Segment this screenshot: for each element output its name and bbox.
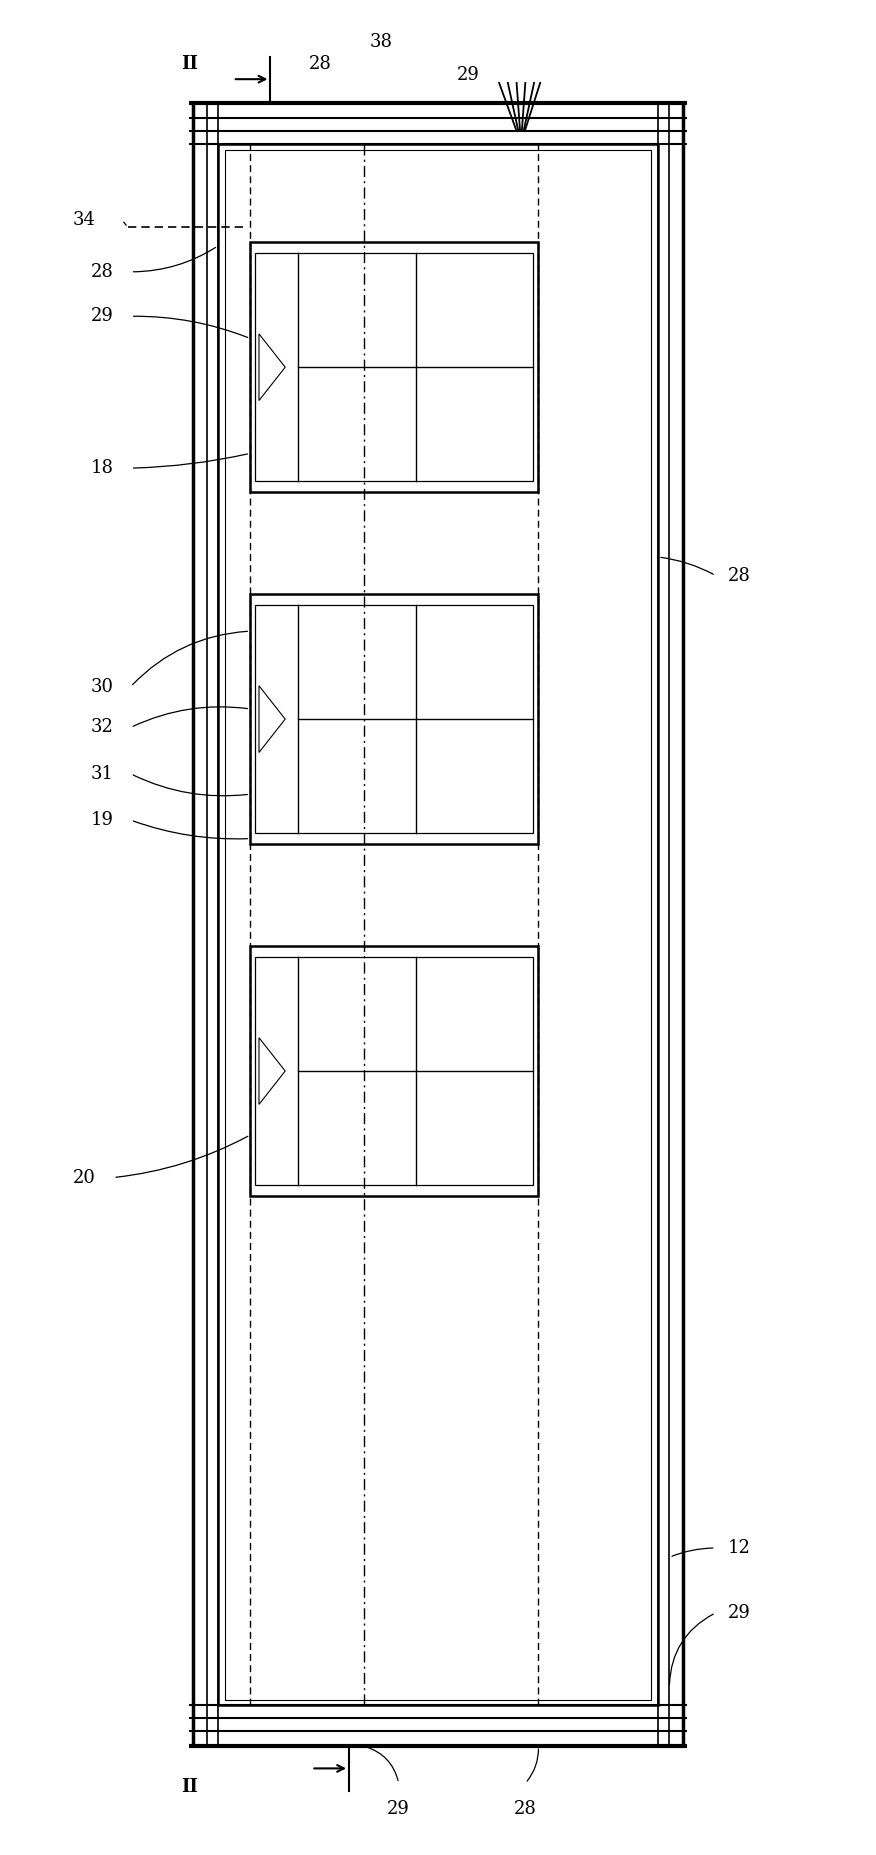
Text: 30: 30: [90, 677, 113, 696]
Bar: [251, 243, 539, 492]
Text: 28: 28: [90, 263, 113, 280]
Text: 12: 12: [728, 1540, 751, 1556]
Text: 29: 29: [387, 1799, 410, 1818]
Text: 29: 29: [728, 1605, 751, 1621]
Bar: [251, 594, 539, 844]
Text: 34: 34: [73, 211, 95, 228]
Text: 19: 19: [90, 811, 113, 829]
Text: 31: 31: [90, 764, 113, 783]
Bar: [256, 957, 533, 1185]
Text: II: II: [180, 1777, 198, 1796]
Text: II: II: [180, 56, 198, 74]
Text: 38: 38: [370, 33, 392, 52]
Text: 20: 20: [73, 1169, 95, 1187]
Bar: [251, 946, 539, 1196]
Bar: [256, 605, 533, 833]
Text: 18: 18: [90, 460, 113, 477]
Text: 29: 29: [457, 67, 480, 85]
Bar: [225, 150, 651, 1699]
Bar: [256, 254, 533, 480]
Bar: [218, 145, 658, 1705]
Text: 28: 28: [728, 566, 751, 584]
Text: 28: 28: [514, 1799, 537, 1818]
Text: 32: 32: [90, 718, 113, 736]
Text: 29: 29: [90, 308, 113, 325]
Text: 28: 28: [308, 56, 331, 74]
